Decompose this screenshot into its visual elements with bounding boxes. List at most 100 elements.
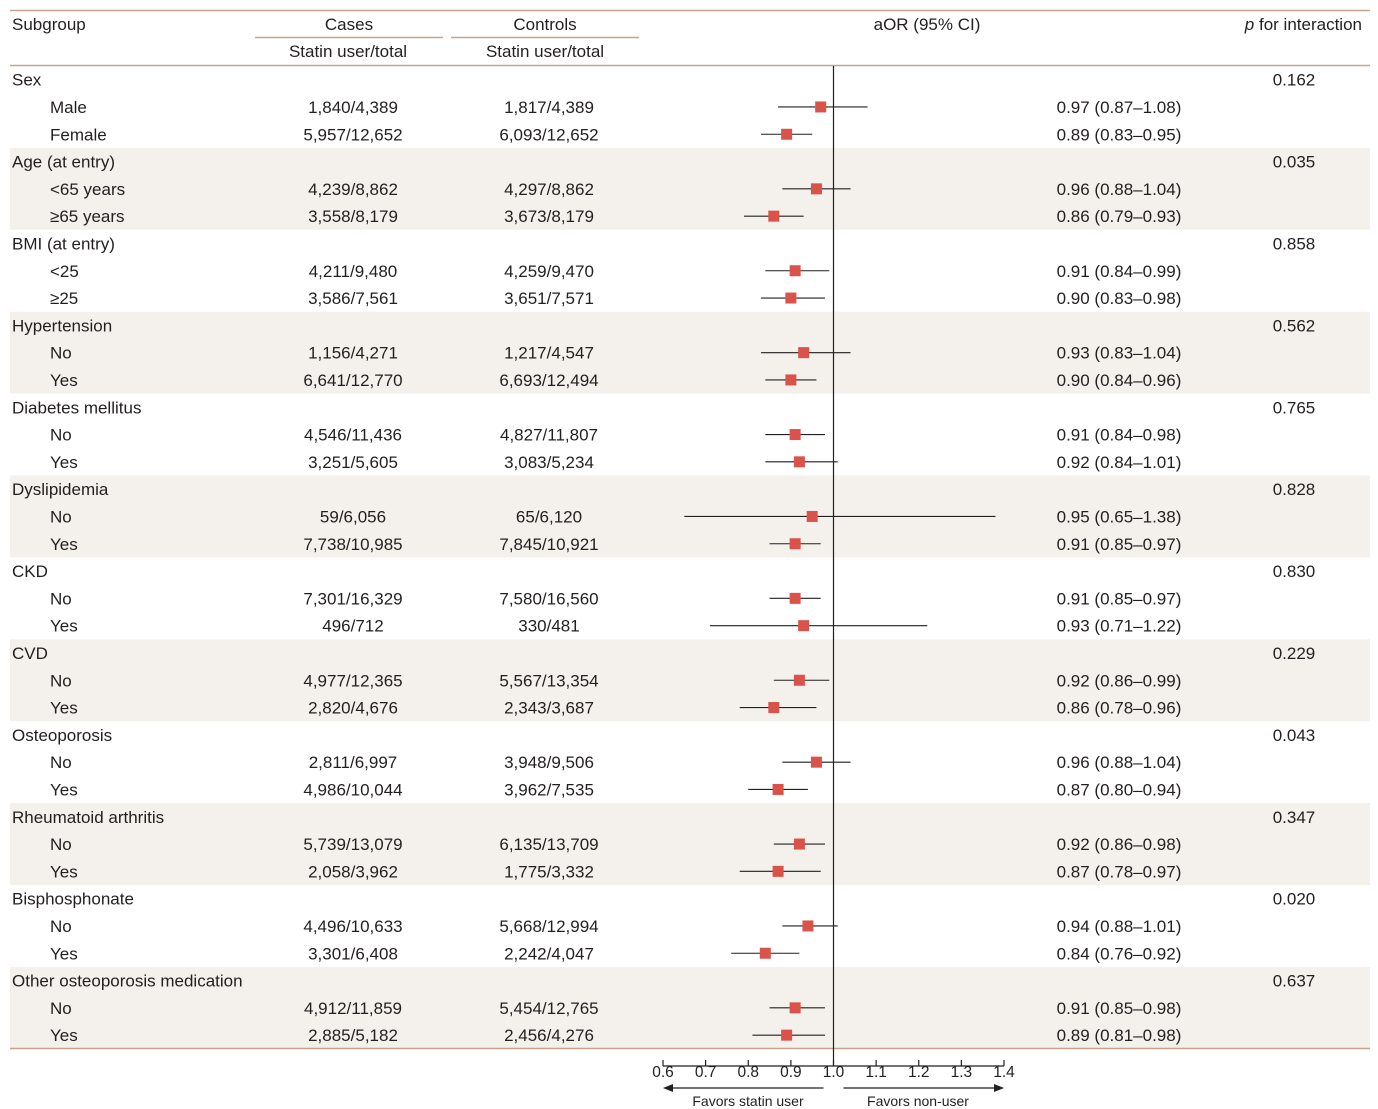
tick-label: 1.1 (865, 1064, 887, 1081)
subgroup-label: No (50, 835, 72, 854)
p-symbol: p (1244, 15, 1254, 34)
cases-value: 4,211/9,480 (309, 262, 398, 281)
group-label: Bisphosphonate (12, 890, 134, 909)
cases-value: 5,739/13,079 (303, 835, 402, 854)
p-interaction-value: 0.229 (1273, 644, 1316, 663)
controls-value: 2,242/4,047 (504, 944, 594, 963)
controls-value: 4,827/11,807 (500, 426, 598, 445)
controls-value: 3,083/5,234 (504, 453, 594, 472)
aor-ci-value: 0.89 (0.83–0.95) (1057, 125, 1182, 144)
p-interaction-value: 0.858 (1273, 234, 1316, 253)
tick-label: 1.4 (993, 1064, 1015, 1081)
tick-label: 0.7 (695, 1064, 717, 1081)
cases-value: 7,738/10,985 (303, 535, 402, 554)
cases-value: 1,840/4,389 (308, 98, 398, 117)
aor-ci-value: 0.90 (0.84–0.96) (1057, 371, 1182, 390)
aor-ci-value: 0.96 (0.88–1.04) (1057, 180, 1182, 199)
cases-value: 3,301/6,408 (308, 944, 398, 963)
subgroup-label: No (50, 426, 72, 445)
p-interaction-value: 0.830 (1273, 562, 1316, 581)
cases-value: 59/6,056 (320, 507, 386, 526)
tick-label: 0.6 (652, 1064, 674, 1081)
group-label: Dyslipidemia (12, 480, 109, 499)
p-interaction-header: p for interaction (1244, 15, 1362, 34)
cases-value: 4,496/10,633 (303, 917, 402, 936)
subgroup-label: Female (50, 125, 107, 144)
or-marker (789, 592, 801, 604)
aor-header: aOR (95% CI) (874, 15, 981, 34)
group-label: Age (at entry) (12, 153, 115, 172)
subgroup-label: ≥25 (50, 289, 78, 308)
subgroup-label: Yes (50, 944, 78, 963)
or-marker (789, 538, 801, 550)
controls-value: 2,456/4,276 (504, 1026, 594, 1045)
subgroup-label: Yes (50, 535, 78, 554)
aor-ci-value: 0.89 (0.81–0.98) (1057, 1026, 1182, 1045)
aor-ci-value: 0.92 (0.86–0.98) (1057, 835, 1182, 854)
or-marker (806, 510, 818, 522)
favor-left-label: Favors statin user (692, 1093, 804, 1109)
p-interaction-value: 0.562 (1273, 316, 1316, 335)
cases-value: 6,641/12,770 (303, 371, 402, 390)
group-label: CKD (12, 562, 48, 581)
subgroup-label: Yes (50, 862, 78, 881)
cases-value: 1,156/4,271 (308, 344, 398, 363)
tick-label: 0.8 (737, 1064, 759, 1081)
group-label: Sex (12, 71, 42, 90)
p-interaction-value: 0.765 (1273, 398, 1316, 417)
tick-label: 0.9 (780, 1064, 802, 1081)
aor-ci-value: 0.91 (0.85–0.98) (1057, 999, 1182, 1018)
p-interaction-value: 0.020 (1273, 890, 1316, 909)
group-band (10, 803, 1370, 885)
controls-value: 5,567/13,354 (499, 671, 598, 690)
cases-value: 3,558/8,179 (308, 207, 398, 226)
subgroup-label: No (50, 344, 72, 363)
group-label: CVD (12, 644, 48, 663)
or-marker (785, 292, 797, 304)
tick-label: 1.0 (823, 1064, 845, 1081)
aor-ci-value: 0.97 (0.87–1.08) (1057, 98, 1182, 117)
group-label: Diabetes mellitus (12, 398, 141, 417)
forest-marks (684, 66, 996, 1066)
group-band (10, 966, 1370, 1049)
subgroup-label: No (50, 507, 72, 526)
controls-value: 5,454/12,765 (499, 999, 598, 1018)
group-band (10, 639, 1370, 722)
p-interaction-label: for interaction (1254, 15, 1362, 34)
aor-ci-value: 0.91 (0.85–0.97) (1057, 589, 1182, 608)
or-marker (798, 347, 810, 359)
column-headers: Subgroup Cases Controls Statin user/tota… (12, 15, 1362, 61)
cases-subheader: Statin user/total (289, 42, 407, 61)
subgroup-label: Yes (50, 1026, 78, 1045)
or-marker (815, 101, 827, 113)
subgroup-label: No (50, 917, 72, 936)
controls-value: 6,093/12,652 (499, 125, 598, 144)
cases-value: 7,301/16,329 (303, 589, 402, 608)
group-label: Rheumatoid arthritis (12, 808, 164, 827)
subgroup-label: No (50, 999, 72, 1018)
or-marker (793, 456, 805, 468)
subgroup-label: <25 (50, 262, 79, 281)
controls-value: 330/481 (518, 617, 579, 636)
subgroup-label: Yes (50, 371, 78, 390)
or-marker (781, 128, 793, 140)
cases-value: 2,885/5,182 (308, 1026, 398, 1045)
p-interaction-value: 0.043 (1273, 726, 1316, 745)
controls-header: Controls (513, 15, 576, 34)
or-marker (798, 620, 810, 632)
cases-value: 4,912/11,859 (304, 999, 402, 1018)
favor-right-arrowhead (994, 1084, 1004, 1092)
subgroup-label: Yes (50, 453, 78, 472)
or-marker (789, 429, 801, 441)
cases-value: 2,820/4,676 (308, 699, 398, 718)
controls-value: 1,217/4,547 (504, 344, 594, 363)
aor-ci-value: 0.96 (0.88–1.04) (1057, 753, 1182, 772)
or-marker (810, 756, 822, 768)
or-marker (759, 947, 771, 959)
aor-ci-value: 0.91 (0.84–0.99) (1057, 262, 1182, 281)
cases-value: 4,239/8,862 (308, 180, 398, 199)
controls-value: 6,693/12,494 (499, 371, 598, 390)
controls-value: 6,135/13,709 (499, 835, 598, 854)
or-marker (793, 838, 805, 850)
